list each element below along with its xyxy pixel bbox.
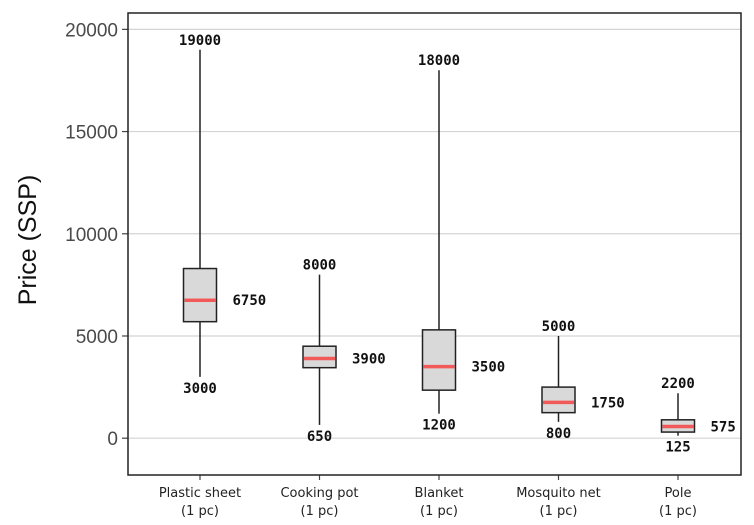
box-group	[302, 274, 337, 425]
median-label: 3500	[472, 360, 506, 376]
y-tick-label: 15000	[65, 123, 118, 144]
box-group	[421, 70, 457, 414]
x-category-unit: (1 pc)	[301, 504, 339, 519]
box-iqr	[421, 329, 457, 391]
max-label: 5000	[542, 319, 576, 335]
y-tick-label: 5000	[76, 327, 118, 348]
max-label: 8000	[303, 258, 337, 274]
y-tick-label: 10000	[65, 225, 118, 246]
median-label: 575	[711, 419, 736, 435]
min-label: 650	[307, 429, 332, 445]
x-category-label: Blanket	[415, 486, 464, 501]
y-tick-label: 0	[107, 429, 118, 450]
x-category-unit: (1 pc)	[540, 504, 578, 519]
min-label: 3000	[183, 381, 217, 397]
x-axis-categories: Plastic sheet (1 pc) Cooking pot (1 pc) Blan…	[159, 475, 697, 519]
box-group	[182, 49, 218, 377]
max-label: 19000	[179, 33, 221, 49]
box-group	[660, 393, 696, 436]
min-label: 1200	[422, 418, 456, 434]
x-category-label: Cooking pot	[280, 486, 358, 501]
x-category-unit: (1 pc)	[420, 504, 458, 519]
median-label: 3900	[352, 351, 386, 367]
y-axis-ticks: 0 5000 10000 15000 20000	[65, 20, 128, 450]
median-label: 6750	[233, 293, 267, 309]
median-label: 1750	[591, 395, 625, 411]
grid-lines	[128, 28, 741, 439]
x-category-label: Mosquito net	[516, 486, 601, 501]
y-tick-label: 20000	[65, 20, 118, 41]
box-iqr	[182, 267, 218, 323]
box-iqr	[541, 386, 576, 414]
x-category-label: Plastic sheet	[159, 486, 241, 501]
plot-frame	[127, 12, 742, 476]
box-series	[182, 49, 696, 436]
min-label: 125	[665, 440, 690, 456]
max-label: 18000	[418, 53, 460, 69]
x-category-unit: (1 pc)	[181, 504, 219, 519]
y-axis-title: Price (SSP)	[14, 175, 42, 306]
min-label: 800	[546, 426, 571, 442]
data-labels: 19000 3000 6750 8000 650 3900 18000 1200 3500 500…	[179, 33, 736, 456]
x-category-label: Pole	[665, 486, 692, 501]
box-group	[541, 335, 576, 422]
max-label: 2200	[661, 376, 695, 392]
x-category-unit: (1 pc)	[659, 504, 697, 519]
